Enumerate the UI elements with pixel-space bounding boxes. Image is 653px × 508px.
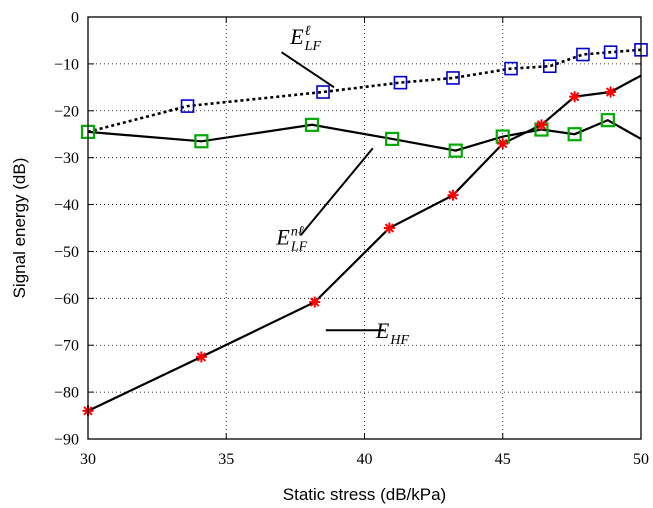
series-1-point [448, 143, 463, 158]
series-1-point [567, 127, 582, 142]
series-0-point [504, 61, 518, 76]
plot-frame [87, 16, 642, 440]
series-2-point [447, 189, 459, 201]
series-1-point [385, 131, 400, 147]
annotation-label-0: E [289, 24, 304, 49]
y-tick-label: −30 [54, 150, 79, 167]
series-line-2 [87, 74, 642, 412]
annotation-line-1 [300, 147, 374, 236]
annotation-superscript-1: nℓ [291, 224, 304, 239]
y-tick-label: 0 [71, 10, 79, 27]
series-markers [80, 43, 648, 417]
series-0-point [542, 59, 557, 74]
series-line-1 [87, 118, 642, 152]
series-0-point [446, 71, 460, 85]
annotation-label-2: E [375, 318, 390, 343]
y-tick-label: −10 [54, 56, 79, 73]
series-0-point [180, 99, 195, 113]
series-2-point [605, 86, 617, 98]
annotation-subscript-0: LF [304, 39, 322, 54]
series-2-point [309, 296, 321, 308]
y-tick-label: −50 [54, 244, 79, 261]
grid-lines [88, 17, 641, 439]
y-tick-label: −70 [54, 338, 79, 355]
x-axis-label: Static stress (dB/kPa) [283, 485, 446, 504]
annotation-superscript-0: ℓ [305, 24, 311, 39]
series-0-point [603, 45, 618, 59]
x-tick-label: 30 [80, 451, 96, 468]
x-tick-label: 40 [357, 451, 373, 468]
y-tick-label: −40 [54, 197, 79, 214]
series-1-point [304, 117, 320, 132]
x-tick-label: 50 [633, 451, 649, 468]
annotation-label-1: E [275, 224, 290, 249]
series-2-point [497, 138, 509, 150]
x-tick-label: 35 [218, 451, 234, 468]
series-0-point [316, 85, 330, 99]
y-tick-label: −60 [54, 291, 79, 308]
series-2-point [195, 351, 207, 363]
y-tick-label: −80 [54, 385, 79, 402]
axis-ticks: 30 35 40 45 50 0 −10 −20 −30 −40 −50 −60 −70 −80 −90 [54, 10, 649, 469]
series-0-point [576, 47, 590, 62]
series-1-point [194, 134, 209, 149]
annotation-subscript-2: HF [389, 333, 409, 348]
annotation-subscript-1: LF [290, 239, 308, 254]
y-tick-label: −90 [54, 432, 79, 449]
x-tick-label: 45 [495, 451, 511, 468]
series-lines [87, 48, 642, 412]
series-0-point [393, 75, 408, 90]
y-axis-label: Signal energy (dB) [10, 158, 29, 299]
series-2-point [569, 91, 581, 103]
y-tick-label: −20 [54, 103, 79, 120]
series-line-0 [87, 48, 642, 134]
series-1-point [600, 113, 615, 128]
series-2-point [383, 222, 395, 234]
series-2-point [535, 119, 547, 131]
annotation-line-0 [280, 51, 335, 89]
